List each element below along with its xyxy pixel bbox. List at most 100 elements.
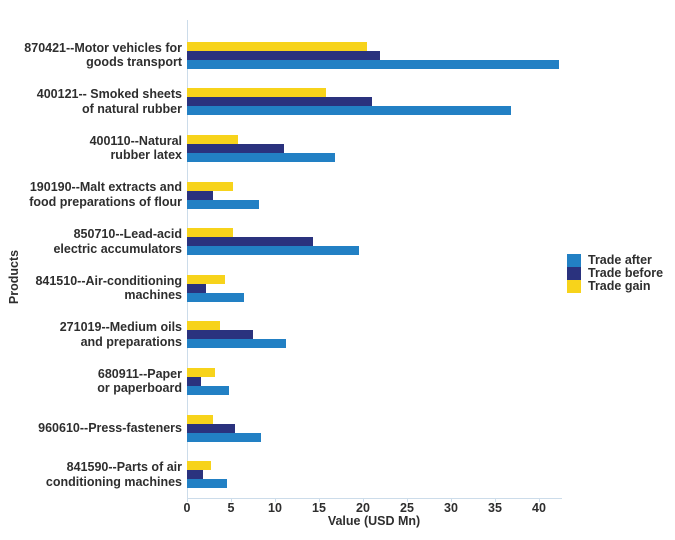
- bar-after: [187, 385, 230, 395]
- x-axis-line: [187, 498, 562, 499]
- category-label-line: 271019--Medium oils: [59, 320, 182, 335]
- bar-group: [187, 125, 561, 172]
- category-label: 841510--Air-conditioning machines: [7, 274, 187, 304]
- x-tick-mark: [495, 498, 496, 502]
- category-row: 841510--Air-conditioning machines: [7, 265, 561, 312]
- category-label-line: machines: [124, 288, 182, 303]
- x-tick-mark: [275, 498, 276, 502]
- category-label-line: 400110--Natural: [89, 133, 182, 148]
- bar-after: [187, 339, 287, 349]
- y-axis-line: [187, 20, 188, 498]
- bar-group: [187, 79, 561, 126]
- category-label-line: goods transport: [86, 55, 182, 70]
- category-label-line: rubber latex: [110, 148, 182, 163]
- bar-group: [187, 358, 561, 405]
- category-label-line: electric accumulators: [53, 241, 182, 256]
- bar-group: [187, 405, 561, 452]
- x-tick-mark: [231, 498, 232, 502]
- category-label: 190190--Malt extracts and food preparatio…: [7, 180, 187, 210]
- bar-group: [187, 172, 561, 219]
- bar-after: [187, 106, 511, 116]
- bar-before: [187, 50, 380, 60]
- bar-after: [187, 59, 560, 69]
- bar-after: [187, 199, 260, 209]
- bar-after: [187, 292, 245, 302]
- bar-before: [187, 470, 203, 480]
- legend-swatch: [567, 254, 581, 267]
- category-label: 960610--Press-fasteners: [7, 421, 187, 436]
- x-tick-label: 15: [312, 501, 326, 515]
- category-label-line: 400121-- Smoked sheets: [36, 87, 182, 102]
- legend-item: Trade before: [567, 267, 663, 280]
- bar-after: [187, 246, 359, 256]
- bar-after: [187, 432, 261, 442]
- x-tick-mark: [451, 498, 452, 502]
- plot-rows: 870421--Motor vehicles for goods transpor…: [7, 32, 561, 498]
- x-tick-label: 35: [488, 501, 502, 515]
- x-axis-ticks: 0 5 10 15 20 25 30 35 40: [183, 498, 561, 518]
- bar-gain: [187, 181, 233, 191]
- bar-gain: [187, 228, 233, 238]
- category-label: 841590--Parts of air conditioning machine…: [7, 460, 187, 490]
- category-row: 190190--Malt extracts and food preparatio…: [7, 172, 561, 219]
- bar-group: [187, 451, 561, 498]
- x-tick-mark: [407, 498, 408, 502]
- bar-before: [187, 330, 253, 340]
- category-label-line: conditioning machines: [45, 474, 182, 489]
- bar-before: [187, 423, 236, 433]
- legend-label: Trade gain: [588, 279, 651, 293]
- x-tick-label: 40: [532, 501, 546, 515]
- bar-gain: [187, 461, 211, 471]
- legend-swatch: [567, 267, 581, 280]
- category-row: 870421--Motor vehicles for goods transpor…: [7, 32, 561, 79]
- bar-group: [187, 265, 561, 312]
- category-row: 680911--Paper or paperboard: [7, 358, 561, 405]
- legend-swatch: [567, 280, 581, 293]
- x-tick-label: 25: [400, 501, 414, 515]
- x-tick-label: 20: [356, 501, 370, 515]
- legend-item: Trade gain: [567, 280, 663, 293]
- category-label: 870421--Motor vehicles for goods transpor…: [7, 41, 187, 71]
- category-label-line: and preparations: [80, 334, 182, 349]
- legend-item: Trade after: [567, 254, 663, 267]
- category-label: 400110--Natural rubber latex: [7, 134, 187, 164]
- bar-gain: [187, 321, 221, 331]
- legend-label: Trade before: [588, 266, 664, 280]
- bar-before: [187, 376, 202, 386]
- bar-group: [187, 312, 561, 359]
- category-row: 841590--Parts of air conditioning machine…: [7, 451, 561, 498]
- category-row: 850710--Lead-acid electric accumulators: [7, 218, 561, 265]
- bar-after: [187, 479, 227, 489]
- category-label: 680911--Paper or paperboard: [7, 367, 187, 397]
- category-label-line: 850710--Lead-acid: [73, 226, 182, 241]
- x-tick-mark: [319, 498, 320, 502]
- category-label-line: 680911--Paper: [97, 366, 182, 381]
- bar-before: [187, 190, 214, 200]
- category-label-line: of natural rubber: [81, 101, 182, 116]
- category-label-line: 870421--Motor vehicles for: [24, 40, 182, 55]
- category-label-line: or paperboard: [97, 381, 182, 396]
- x-tick-mark: [187, 498, 188, 502]
- legend: Trade after Trade before Trade gain: [567, 254, 663, 293]
- bar-before: [187, 97, 372, 107]
- category-row: 400121-- Smoked sheets of natural rubber: [7, 79, 561, 126]
- bar-before: [187, 283, 207, 293]
- bar-gain: [187, 134, 239, 144]
- bar-group: [187, 218, 561, 265]
- category-row: 960610--Press-fasteners: [7, 405, 561, 452]
- bar-gain: [187, 367, 216, 377]
- bar-before: [187, 237, 313, 247]
- category-label-line: food preparations of flour: [29, 195, 182, 210]
- category-label-line: 841510--Air-conditioning: [35, 273, 182, 288]
- bar-after: [187, 152, 335, 162]
- category-label: 271019--Medium oils and preparations: [7, 320, 187, 350]
- legend-label: Trade after: [588, 253, 652, 267]
- category-label-line: 190190--Malt extracts and: [29, 180, 182, 195]
- category-label-line: 841590--Parts of air: [66, 459, 182, 474]
- x-tick-label: 0: [183, 501, 191, 515]
- category-row: 400110--Natural rubber latex: [7, 125, 561, 172]
- category-label-line: 960610--Press-fasteners: [38, 420, 182, 435]
- x-tick-mark: [363, 498, 364, 502]
- bar-before: [187, 143, 284, 153]
- bar-gain: [187, 88, 327, 98]
